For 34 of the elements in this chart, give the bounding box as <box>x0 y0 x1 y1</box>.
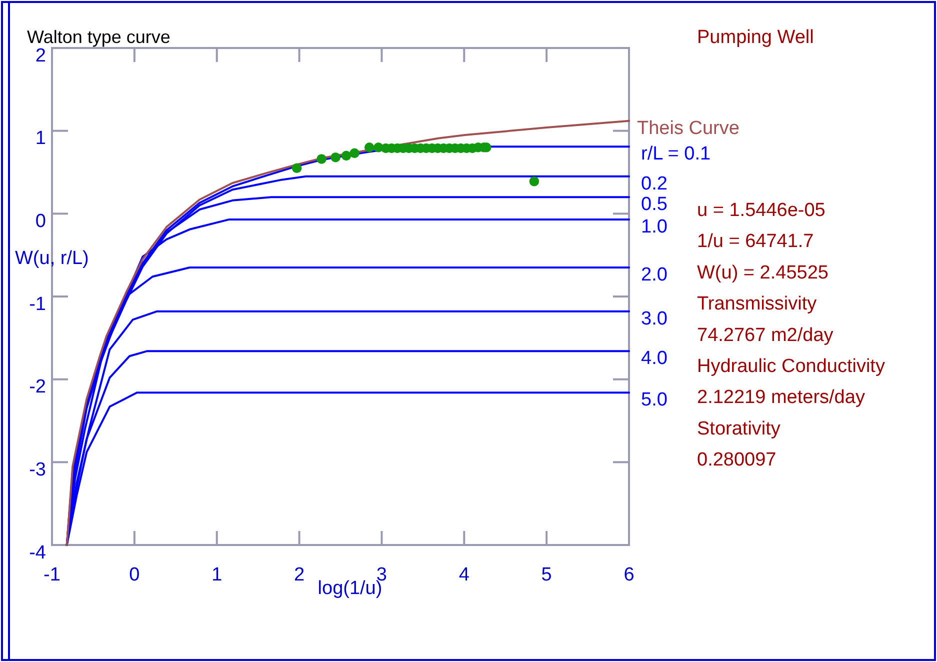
series-label: 0.5 <box>641 194 668 216</box>
text: Transmissivity <box>697 294 818 315</box>
series-label: r/L = 0.1 <box>641 144 711 165</box>
x-tick-label: 0 <box>129 564 140 586</box>
x-tick-label: 4 <box>458 564 470 586</box>
y-tick-label: 0 <box>35 210 46 232</box>
series-label: 2.0 <box>641 264 668 286</box>
text: u = 1.5446e-05 <box>697 200 826 221</box>
series-label: Theis Curve <box>637 118 740 139</box>
y-axis-title: W(u, r/L) <box>15 248 89 269</box>
x-tick-label: 5 <box>541 564 552 586</box>
text: Pumping Well <box>697 27 814 48</box>
series-label: 0.2 <box>641 173 668 194</box>
text: 1/u = 64741.7 <box>697 231 814 252</box>
text: 0.280097 <box>697 450 776 471</box>
y-tick-label: 2 <box>35 45 46 66</box>
y-tick-label: -2 <box>29 376 46 398</box>
y-tick-label: -3 <box>29 459 46 480</box>
series-label: 5.0 <box>641 390 668 411</box>
text: 2.12219 meters/day <box>697 387 866 408</box>
text: Hydraulic Conductivity <box>697 356 886 377</box>
chart-title: Walton type curve <box>27 27 170 47</box>
y-tick-label: -4 <box>29 542 46 564</box>
x-tick-label: 1 <box>212 564 222 586</box>
text: Storativity <box>697 418 781 440</box>
text: 74.2767 m2/day <box>697 324 834 346</box>
y-tick-label: 1 <box>35 128 46 150</box>
x-tick-label: 6 <box>624 564 634 586</box>
text: W(u) = 2.45525 <box>697 262 828 284</box>
x-tick-label: 2 <box>294 564 305 586</box>
series-label: 4.0 <box>641 348 668 370</box>
series-label: 3.0 <box>641 308 668 330</box>
y-tick-label: -1 <box>29 294 46 315</box>
series-label: 1.0 <box>641 216 668 238</box>
